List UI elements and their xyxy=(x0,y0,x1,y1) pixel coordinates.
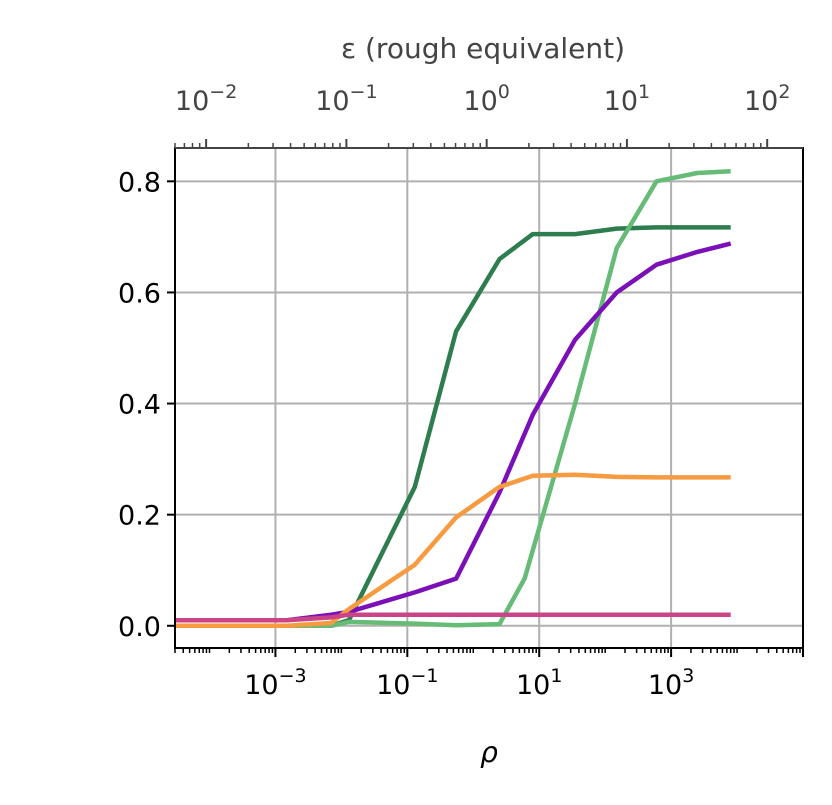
top-tick-label: 10−2 xyxy=(175,81,237,117)
top-axis: 10−2 10−1 100 101 102 xyxy=(174,81,803,149)
y-tick-label: 0.0 xyxy=(118,612,161,643)
left-axis: 0.0 0.2 0.4 0.6 0.8 xyxy=(118,167,175,643)
bottom-axis: 10−3 10−1 101 103 xyxy=(174,648,804,701)
series-line-5 xyxy=(175,612,731,623)
x-tick-label: 10−3 xyxy=(244,665,306,701)
top-tick-label: 101 xyxy=(604,81,650,117)
x-tick-label: 103 xyxy=(648,665,694,701)
series-line-2 xyxy=(175,169,731,629)
x-tick-label: 10−1 xyxy=(376,665,438,701)
series-line-4 xyxy=(175,472,731,629)
y-tick-label: 0.2 xyxy=(118,501,161,532)
y-tick-label: 0.6 xyxy=(118,278,161,309)
x-tick-label: 101 xyxy=(516,665,562,701)
top-tick-label: 10−1 xyxy=(315,81,377,117)
top-axis-title: ε (rough equivalent) xyxy=(341,32,625,65)
top-tick-label: 100 xyxy=(463,81,509,117)
series-line-3 xyxy=(175,241,732,623)
y-tick-label: 0.4 xyxy=(118,390,161,421)
y-tick-label: 0.8 xyxy=(118,167,161,198)
series-lines xyxy=(175,169,732,629)
x-axis-title: ρ xyxy=(480,736,498,769)
top-tick-label: 102 xyxy=(744,81,790,117)
